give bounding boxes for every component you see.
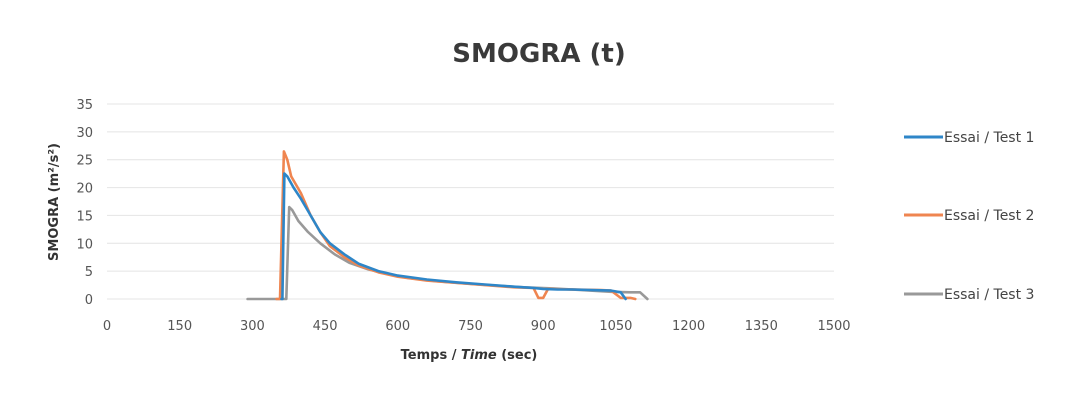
y-ticks: 0 5 10 15 20 25 30 35 — [76, 98, 93, 308]
x-tick-label: 900 — [531, 319, 556, 334]
x-tick-label: 0 — [103, 319, 111, 334]
x-tick-label: 1500 — [817, 319, 850, 334]
y-tick-label: 0 — [85, 293, 93, 308]
series-line — [275, 150, 637, 301]
series-line — [280, 172, 627, 301]
y-tick-label: 5 — [85, 265, 93, 280]
x-tick-label: 450 — [313, 319, 338, 334]
grid — [107, 103, 834, 300]
y-tick-label: 25 — [76, 154, 93, 169]
x-tick-label: 150 — [167, 319, 192, 334]
legend-label: Essai / Test 2 — [944, 208, 1034, 224]
x-tick-label: 600 — [385, 319, 410, 334]
y-axis-label: SMOGRA (m²/s²) — [47, 143, 62, 261]
x-axis-label-post: (sec) — [497, 348, 538, 363]
x-tick-label: 1050 — [599, 319, 632, 334]
y-tick-label: 35 — [76, 98, 93, 113]
x-tick-label: 750 — [458, 319, 483, 334]
chart-title: SMOGRA (t) — [452, 39, 625, 69]
legend: Essai / Test 1 Essai / Test 2 Essai / Test… — [904, 130, 1034, 303]
x-tick-label: 300 — [240, 319, 265, 334]
x-axis-label-italic: Time — [461, 348, 497, 363]
y-tick-label: 30 — [76, 126, 93, 141]
x-tick-label: 1200 — [672, 319, 705, 334]
series-line — [246, 205, 649, 301]
y-tick-label: 15 — [76, 209, 93, 224]
x-tick-label: 1350 — [745, 319, 778, 334]
legend-label: Essai / Test 3 — [944, 287, 1034, 303]
series — [246, 150, 649, 301]
x-axis-label: Temps / Time (sec) — [401, 348, 538, 363]
y-tick-label: 20 — [76, 182, 93, 197]
legend-label: Essai / Test 1 — [944, 130, 1034, 146]
x-ticks: 0 150 300 450 600 750 900 1050 1200 1350 1500 — [103, 319, 851, 334]
x-axis-label-pre: Temps / — [401, 348, 461, 363]
y-tick-label: 10 — [76, 237, 93, 252]
